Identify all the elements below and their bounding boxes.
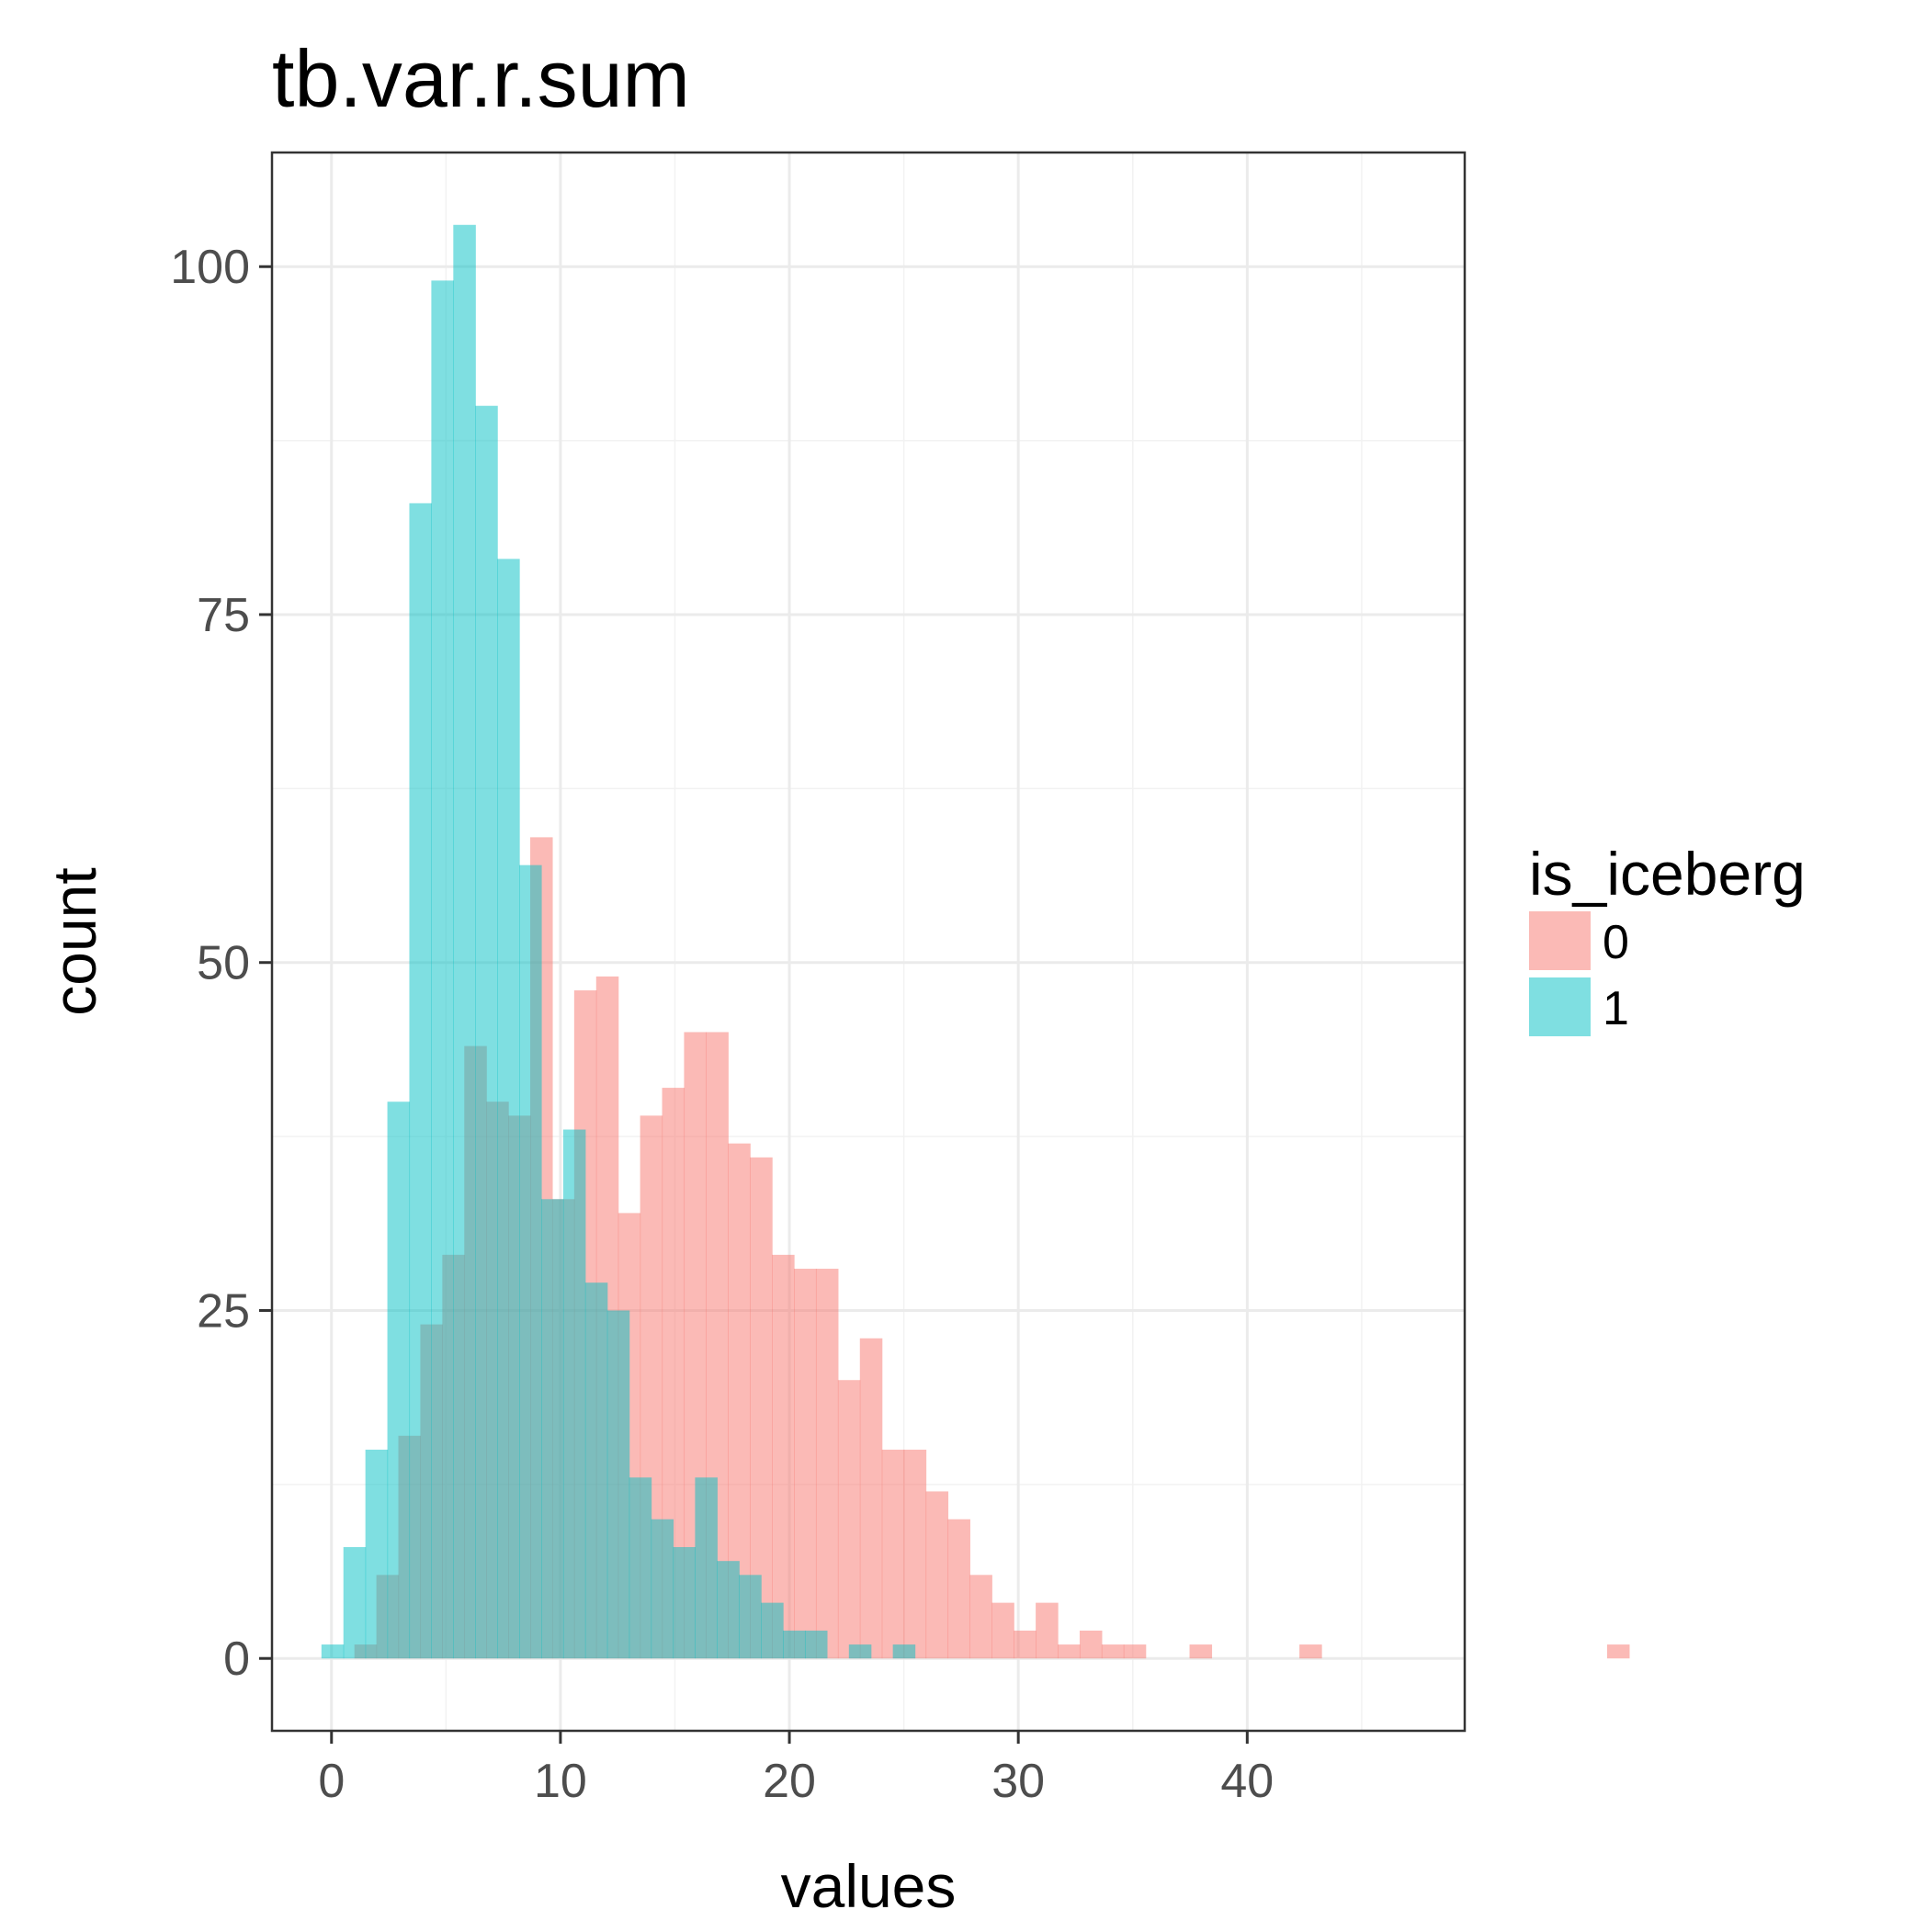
histogram-bar-series-1 xyxy=(629,1477,652,1659)
histogram-bar-series-0 xyxy=(1299,1644,1322,1659)
histogram-bar-series-0 xyxy=(881,1449,905,1659)
histogram-bar-series-0 xyxy=(1189,1644,1213,1659)
x-tick-label: 0 xyxy=(318,1755,345,1808)
legend-title: is_iceberg xyxy=(1529,840,1806,908)
histogram-bar-series-1 xyxy=(761,1602,784,1659)
histogram-bar-series-1 xyxy=(387,1102,411,1659)
histogram-bar-series-0 xyxy=(947,1519,970,1659)
histogram-bar-series-1 xyxy=(519,864,542,1659)
histogram-bar-series-1 xyxy=(343,1547,367,1659)
histogram-bar-series-1 xyxy=(783,1630,806,1659)
histogram-bar-series-1 xyxy=(804,1630,828,1659)
histogram-bar-series-1 xyxy=(540,1199,564,1659)
x-tick-label: 40 xyxy=(1220,1755,1274,1808)
chart-title: tb.var.r.sum xyxy=(272,33,690,124)
histogram-bar-series-1 xyxy=(892,1644,916,1659)
histogram-bar-series-0 xyxy=(903,1449,927,1659)
legend-key-series-0 xyxy=(1529,911,1591,970)
histogram-bar-series-1 xyxy=(409,503,432,1659)
histogram-bar-series-0 xyxy=(1058,1644,1081,1659)
histogram-bar-series-1 xyxy=(431,280,454,1659)
x-axis-title: values xyxy=(781,1852,957,1920)
x-tick-label: 20 xyxy=(763,1755,816,1808)
y-axis-title: count xyxy=(40,867,108,1015)
plot-border xyxy=(270,151,1467,1733)
y-tick-label: 50 xyxy=(197,937,250,990)
histogram-bar-series-1 xyxy=(673,1547,697,1659)
histogram-bar-series-0 xyxy=(794,1269,817,1659)
x-tick-label: 30 xyxy=(991,1755,1045,1808)
histogram-bar-series-1 xyxy=(739,1575,762,1659)
legend-label-series-1: 1 xyxy=(1603,982,1629,1035)
histogram-bar-series-0 xyxy=(772,1254,795,1659)
histogram-bar-series-0 xyxy=(991,1602,1014,1659)
histogram-bar-series-1 xyxy=(584,1282,608,1659)
histogram-bar-series-0 xyxy=(1036,1602,1059,1659)
y-tick-label: 0 xyxy=(223,1633,250,1686)
histogram-bar-series-1 xyxy=(321,1644,345,1659)
x-axis-ticks: 0 10 20 30 40 xyxy=(318,1731,1274,1808)
histogram-bar-series-1 xyxy=(497,559,520,1659)
histogram-bar-series-1 xyxy=(562,1129,586,1659)
y-tick-label: 100 xyxy=(170,241,250,294)
histogram-bar-series-1 xyxy=(453,224,476,1659)
histogram-bar-series-1 xyxy=(365,1449,389,1659)
bars-series-1 xyxy=(321,224,916,1659)
histogram-bar-series-1 xyxy=(651,1519,674,1659)
histogram-bar-series-0 xyxy=(1014,1630,1037,1659)
histogram-bar-series-1 xyxy=(848,1644,872,1659)
legend-key-series-1 xyxy=(1529,977,1591,1036)
histogram-bar-series-0 xyxy=(925,1491,949,1659)
histogram-bar-series-0 xyxy=(837,1380,861,1659)
histogram-bar-series-0 xyxy=(969,1575,992,1659)
histogram-bar-series-0 xyxy=(1606,1644,1630,1659)
histogram-bar-series-1 xyxy=(695,1477,718,1659)
y-axis-ticks: 0 25 50 75 100 xyxy=(170,241,272,1686)
legend: is_iceberg 0 1 xyxy=(1529,840,1806,1036)
histogram-bar-series-0 xyxy=(1079,1630,1103,1659)
histogram-bar-series-1 xyxy=(717,1561,740,1659)
histogram-bar-series-0 xyxy=(815,1269,839,1659)
histogram-bar-series-0 xyxy=(1101,1644,1125,1659)
y-tick-label: 75 xyxy=(197,589,250,642)
histogram-bar-series-0 xyxy=(1123,1644,1147,1659)
legend-label-series-0: 0 xyxy=(1603,916,1629,969)
histogram-bar-series-1 xyxy=(475,405,498,1659)
histogram-bar-series-1 xyxy=(606,1310,630,1659)
histogram-bar-series-0 xyxy=(859,1338,883,1659)
y-tick-label: 25 xyxy=(197,1284,250,1338)
x-tick-label: 10 xyxy=(534,1755,587,1808)
